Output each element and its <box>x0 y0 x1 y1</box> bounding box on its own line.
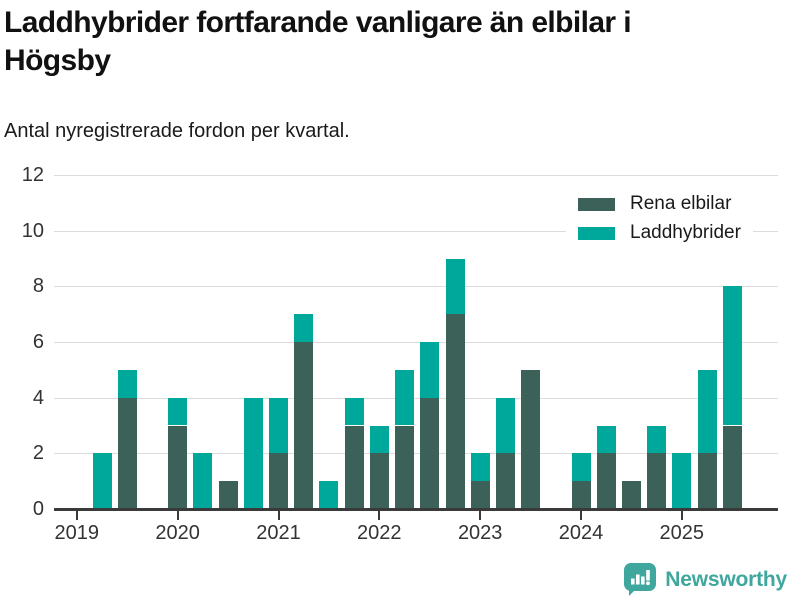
brand-footer: Newsworthy <box>623 562 787 597</box>
legend-label-laddhybrider: Laddhybrider <box>630 222 741 243</box>
x-tick-label: 2024 <box>558 522 604 544</box>
bar-segment-laddhybrider <box>369 425 389 454</box>
bar-segment-elbilar <box>521 369 541 509</box>
x-tick-mark <box>277 510 280 520</box>
bar-segment-laddhybrider <box>470 453 490 482</box>
bar-segment-laddhybrider <box>243 397 263 509</box>
bar-segment-elbilar <box>168 425 188 509</box>
legend-item-laddhybrider: Laddhybrider <box>578 222 741 244</box>
y-tick-label: 4 <box>32 386 44 409</box>
y-tick-label: 2 <box>32 442 44 465</box>
title-line-1: Laddhybrider fortfarande vanligare än el… <box>4 6 632 39</box>
bar-segment-elbilar <box>445 314 465 509</box>
bar-segment-elbilar <box>117 397 137 509</box>
bar-segment-laddhybrider <box>92 453 112 509</box>
bar-segment-elbilar <box>369 453 389 509</box>
gridline-y2 <box>54 453 778 455</box>
bar-segment-laddhybrider <box>294 314 314 342</box>
bar-segment-elbilar <box>722 425 742 509</box>
bar-segment-laddhybrider <box>269 397 288 454</box>
chart-subtitle: Antal nyregistrerade fordon per kvartal. <box>4 120 350 142</box>
bar-segment-elbilar <box>294 342 314 509</box>
page-title: Laddhybrider fortfarande vanligare än el… <box>4 4 794 80</box>
x-tick-label: 2019 <box>54 522 100 544</box>
x-axis-line <box>54 507 778 511</box>
bar-segment-laddhybrider <box>672 453 692 509</box>
newsworthy-logo-icon <box>624 563 657 596</box>
bar-segment-laddhybrider <box>420 342 440 398</box>
bar-segment-laddhybrider <box>344 397 364 426</box>
bar-segment-elbilar <box>596 453 616 509</box>
gridline-y10 <box>54 230 778 232</box>
x-tick-mark <box>75 510 78 520</box>
x-tick-label: 2021 <box>256 522 301 544</box>
bar-segment-laddhybrider <box>168 397 188 426</box>
gridline-y12 <box>54 175 778 176</box>
bar-segment-elbilar <box>269 453 288 509</box>
bar-segment-laddhybrider <box>697 369 717 454</box>
x-tick-label: 2020 <box>155 522 200 544</box>
bar-segment-elbilar <box>344 425 364 509</box>
bar-segment-laddhybrider <box>596 425 616 454</box>
bar-segment-elbilar <box>621 481 641 509</box>
bar-segment-laddhybrider <box>722 286 742 426</box>
x-tick-label: 2022 <box>357 522 402 544</box>
bar-segment-elbilar <box>495 453 515 509</box>
gridline-y8 <box>54 286 778 288</box>
y-tick-label: 0 <box>32 498 44 520</box>
x-tick-label: 2025 <box>659 522 705 544</box>
bar-segment-elbilar <box>420 397 440 509</box>
bar-segment-laddhybrider <box>445 258 465 315</box>
bar-segment-elbilar <box>470 481 490 509</box>
bar-segment-laddhybrider <box>117 369 137 398</box>
legend-item-elbilar: Rena elbilar <box>578 193 741 215</box>
bar-segment-laddhybrider <box>647 425 667 454</box>
x-tick-mark <box>479 510 482 520</box>
x-tick-mark <box>680 510 683 520</box>
bar-segment-elbilar <box>571 481 591 509</box>
gridline-y6 <box>54 342 778 343</box>
legend-label-elbilar: Rena elbilar <box>630 193 732 214</box>
y-tick-label: 6 <box>32 331 44 353</box>
bar-segment-laddhybrider <box>495 397 515 454</box>
y-tick-label: 12 <box>21 164 44 186</box>
bar-segment-laddhybrider <box>395 369 414 426</box>
bar-segment-laddhybrider <box>319 481 339 509</box>
chart-legend: Rena elbilar Laddhybrider <box>566 185 753 252</box>
legend-swatch-elbilar <box>578 197 615 211</box>
title-line-2: Högsby <box>4 44 111 77</box>
y-tick-label: 10 <box>21 219 44 242</box>
bar-segment-laddhybrider <box>571 453 591 482</box>
x-tick-mark <box>176 510 179 520</box>
brand-name: Newsworthy <box>665 567 787 591</box>
legend-swatch-laddhybrider <box>578 226 615 240</box>
gridline-y4 <box>54 397 778 399</box>
x-tick-mark <box>378 510 381 520</box>
y-tick-label: 8 <box>32 275 44 298</box>
x-tick-mark <box>580 510 582 520</box>
bar-segment-elbilar <box>647 453 667 509</box>
bar-segment-elbilar <box>218 481 238 509</box>
bar-segment-laddhybrider <box>193 453 213 509</box>
bar-segment-elbilar <box>697 453 717 509</box>
bar-segment-elbilar <box>395 425 414 509</box>
x-tick-label: 2023 <box>457 522 503 544</box>
